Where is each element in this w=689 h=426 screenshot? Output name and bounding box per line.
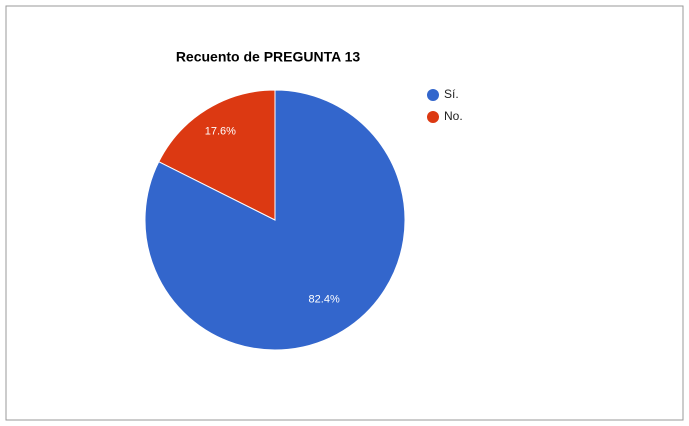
slice-label: 17.6% <box>205 125 236 137</box>
legend-label: No. <box>444 109 463 123</box>
pie-slice <box>158 89 276 221</box>
legend-swatch <box>427 89 439 101</box>
legend-label: Sí. <box>444 87 459 101</box>
slice-label: 82.4% <box>309 294 340 306</box>
legend-swatch <box>427 111 439 123</box>
chart-title: Recuento de PREGUNTA 13 <box>176 49 361 65</box>
